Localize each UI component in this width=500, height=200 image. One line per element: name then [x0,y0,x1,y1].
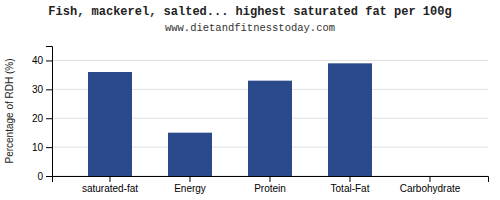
y-tick-mark [46,147,52,148]
y-tick-label: 30 [32,84,44,95]
x-tick-label: Protein [254,183,286,194]
subtitle: www.dietandfitnesstoday.com [165,22,335,34]
plot: 0 10 20 30 40 saturated-fat Energy Protein Total… [32,47,489,195]
x-tick: Energy [174,176,206,194]
bar [328,63,372,176]
x-tick: Protein [254,176,286,194]
y-tick-label: 10 [32,142,44,153]
y-tick-mark [46,89,52,90]
y-tick: 20 [32,113,52,124]
x-tick-label: Energy [174,183,206,194]
y-tick-mark [46,60,52,61]
bar [248,81,292,176]
x-tick-mark [350,176,351,182]
y-axis-title: Percentage of RDH (%) [4,58,15,163]
x-tick: saturated-fat [82,176,138,194]
y-tick-mark [46,176,52,177]
bar [168,133,212,176]
title: Fish, mackerel, salted... highest satura… [48,5,451,19]
bars [88,63,372,176]
y-tick-label: 0 [37,171,43,182]
bar [408,176,452,177]
y-tick-mark [46,118,52,119]
x-tick-label: saturated-fat [82,183,138,194]
grid [52,60,488,176]
x-tick: Total-Fat [331,176,370,194]
y-tick: 0 [37,171,52,182]
y-tick-label: 40 [32,55,44,66]
y-tick: 10 [32,142,52,153]
x-tick-label: Carbohydrate [400,183,461,194]
x-tick: Carbohydrate [400,176,461,194]
bar [88,72,132,176]
x-tick-mark [190,176,191,182]
chart: Fish, mackerel, salted... highest satura… [0,0,500,200]
x-axis-line [53,177,489,183]
y-tick: 40 [32,55,52,66]
x-tick-mark [110,176,111,182]
x-tick-mark [430,176,431,182]
x-tick-mark [270,176,271,182]
grid-line [52,60,488,61]
x-tick-label: Total-Fat [331,183,370,194]
x-axis: saturated-fat Energy Protein Total-Fat Carbo… [53,176,489,194]
y-tick: 30 [32,84,52,95]
y-tick-label: 20 [32,113,44,124]
y-axis: 0 10 20 30 40 [32,47,53,182]
y-axis-line [46,47,53,177]
